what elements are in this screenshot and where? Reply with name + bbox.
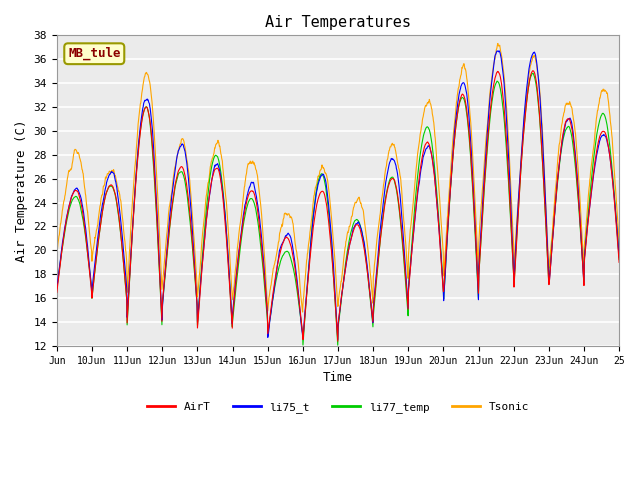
li75_t [141, 98, 148, 104]
Tsonic [53, 249, 61, 255]
li75_t [609, 177, 616, 182]
AirT [529, 68, 537, 73]
Line: AirT: AirT [57, 71, 619, 341]
AirT [141, 106, 148, 112]
li77_temp [471, 225, 479, 231]
Tsonic [141, 74, 148, 80]
Tsonic [324, 177, 332, 182]
li75_t [334, 336, 342, 342]
li77_temp [334, 342, 342, 348]
li75_t [53, 285, 61, 291]
X-axis label: Time: Time [323, 371, 353, 384]
Title: Air Temperatures: Air Temperatures [265, 15, 411, 30]
li77_temp [529, 71, 537, 76]
AirT [334, 338, 342, 344]
Tsonic [299, 309, 307, 315]
li77_temp [554, 180, 561, 185]
Line: Tsonic: Tsonic [57, 44, 619, 312]
li77_temp [609, 171, 616, 177]
Tsonic [471, 194, 479, 200]
Line: li75_t: li75_t [57, 51, 619, 339]
Tsonic [313, 181, 321, 187]
li77_temp [615, 256, 623, 262]
Text: MB_tule: MB_tule [68, 47, 120, 60]
li75_t [554, 176, 561, 182]
li77_temp [141, 106, 148, 111]
Tsonic [494, 41, 502, 47]
li75_t [493, 48, 501, 54]
AirT [53, 289, 61, 295]
AirT [323, 206, 331, 212]
li77_temp [323, 195, 331, 201]
Legend: AirT, li75_t, li77_temp, Tsonic: AirT, li75_t, li77_temp, Tsonic [143, 398, 533, 418]
AirT [313, 203, 321, 208]
AirT [609, 178, 616, 183]
li77_temp [53, 286, 61, 292]
Tsonic [615, 242, 623, 248]
Tsonic [554, 159, 561, 165]
li77_temp [313, 187, 321, 193]
AirT [615, 260, 623, 265]
Tsonic [609, 142, 616, 147]
li75_t [313, 189, 321, 195]
Y-axis label: Air Temperature (C): Air Temperature (C) [15, 120, 28, 262]
Line: li77_temp: li77_temp [57, 73, 619, 345]
li75_t [615, 254, 623, 260]
li75_t [471, 214, 479, 220]
AirT [471, 219, 479, 225]
li75_t [323, 189, 331, 195]
AirT [554, 177, 561, 182]
